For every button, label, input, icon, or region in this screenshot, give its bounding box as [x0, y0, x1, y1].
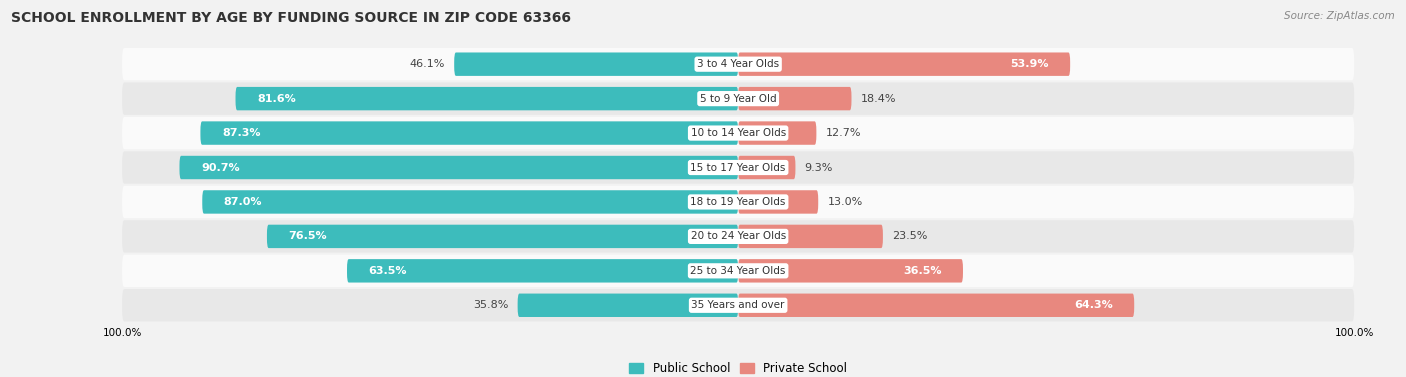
Text: Source: ZipAtlas.com: Source: ZipAtlas.com	[1284, 11, 1395, 21]
Text: SCHOOL ENROLLMENT BY AGE BY FUNDING SOURCE IN ZIP CODE 63366: SCHOOL ENROLLMENT BY AGE BY FUNDING SOUR…	[11, 11, 571, 25]
FancyBboxPatch shape	[738, 259, 963, 282]
Text: 46.1%: 46.1%	[409, 59, 444, 69]
Text: 87.0%: 87.0%	[224, 197, 263, 207]
Text: 18 to 19 Year Olds: 18 to 19 Year Olds	[690, 197, 786, 207]
Text: 35.8%: 35.8%	[472, 300, 509, 310]
Text: 13.0%: 13.0%	[828, 197, 863, 207]
FancyBboxPatch shape	[180, 156, 738, 179]
Text: 9.3%: 9.3%	[804, 162, 832, 173]
FancyBboxPatch shape	[122, 83, 1354, 115]
FancyBboxPatch shape	[738, 294, 1135, 317]
Text: 3 to 4 Year Olds: 3 to 4 Year Olds	[697, 59, 779, 69]
FancyBboxPatch shape	[236, 87, 738, 110]
FancyBboxPatch shape	[454, 52, 738, 76]
FancyBboxPatch shape	[267, 225, 738, 248]
Text: 81.6%: 81.6%	[257, 93, 295, 104]
Text: 23.5%: 23.5%	[893, 231, 928, 241]
FancyBboxPatch shape	[738, 225, 883, 248]
Text: 53.9%: 53.9%	[1010, 59, 1049, 69]
Text: 87.3%: 87.3%	[222, 128, 260, 138]
FancyBboxPatch shape	[201, 121, 738, 145]
FancyBboxPatch shape	[122, 117, 1354, 149]
Text: 35 Years and over: 35 Years and over	[692, 300, 785, 310]
Text: 64.3%: 64.3%	[1074, 300, 1112, 310]
FancyBboxPatch shape	[122, 186, 1354, 218]
FancyBboxPatch shape	[122, 254, 1354, 287]
Text: 15 to 17 Year Olds: 15 to 17 Year Olds	[690, 162, 786, 173]
Text: 10 to 14 Year Olds: 10 to 14 Year Olds	[690, 128, 786, 138]
Text: 90.7%: 90.7%	[201, 162, 239, 173]
FancyBboxPatch shape	[738, 190, 818, 214]
Text: 25 to 34 Year Olds: 25 to 34 Year Olds	[690, 266, 786, 276]
FancyBboxPatch shape	[738, 121, 817, 145]
FancyBboxPatch shape	[738, 52, 1070, 76]
FancyBboxPatch shape	[202, 190, 738, 214]
Text: 20 to 24 Year Olds: 20 to 24 Year Olds	[690, 231, 786, 241]
Text: 76.5%: 76.5%	[288, 231, 328, 241]
Text: 12.7%: 12.7%	[825, 128, 860, 138]
FancyBboxPatch shape	[738, 156, 796, 179]
Text: 36.5%: 36.5%	[903, 266, 942, 276]
FancyBboxPatch shape	[122, 289, 1354, 322]
FancyBboxPatch shape	[738, 87, 852, 110]
FancyBboxPatch shape	[122, 48, 1354, 80]
Text: 5 to 9 Year Old: 5 to 9 Year Old	[700, 93, 776, 104]
FancyBboxPatch shape	[122, 151, 1354, 184]
Text: 18.4%: 18.4%	[860, 93, 896, 104]
FancyBboxPatch shape	[347, 259, 738, 282]
Text: 63.5%: 63.5%	[368, 266, 408, 276]
FancyBboxPatch shape	[122, 220, 1354, 253]
Legend: Public School, Private School: Public School, Private School	[624, 357, 852, 377]
FancyBboxPatch shape	[517, 294, 738, 317]
